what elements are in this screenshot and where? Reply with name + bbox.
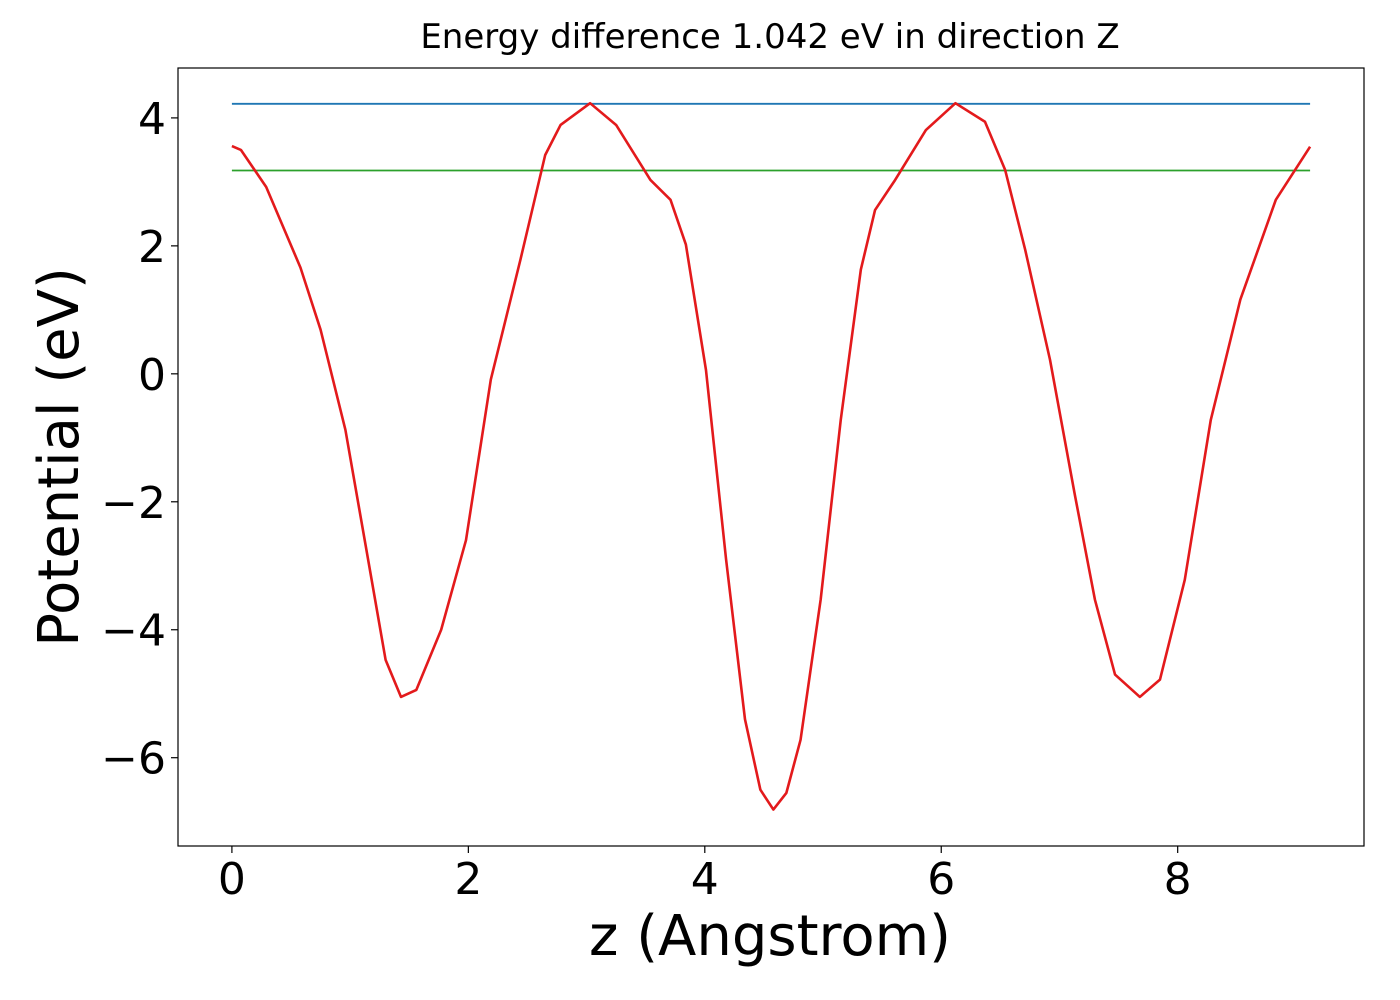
y-tick-label: 2 bbox=[138, 222, 166, 273]
y-axis-label: Potential (eV) bbox=[27, 267, 92, 647]
y-tick-label: 4 bbox=[138, 94, 166, 145]
x-tick-label: 4 bbox=[691, 854, 719, 905]
x-tick-label: 8 bbox=[1164, 854, 1192, 905]
series-line bbox=[231, 101, 1312, 811]
x-tick-label: 0 bbox=[218, 854, 246, 905]
y-tick-label: −2 bbox=[101, 478, 166, 529]
plot-frame bbox=[177, 67, 1365, 847]
y-tick-label: −6 bbox=[101, 734, 166, 785]
x-tick-label: 2 bbox=[454, 854, 482, 905]
y-tick-label: −4 bbox=[101, 606, 166, 657]
x-axis-label: z (Angstrom) bbox=[589, 904, 951, 969]
chart-title: Energy difference 1.042 eV in direction … bbox=[420, 17, 1119, 57]
y-tick-label: 0 bbox=[138, 350, 166, 401]
x-tick-label: 6 bbox=[927, 854, 955, 905]
